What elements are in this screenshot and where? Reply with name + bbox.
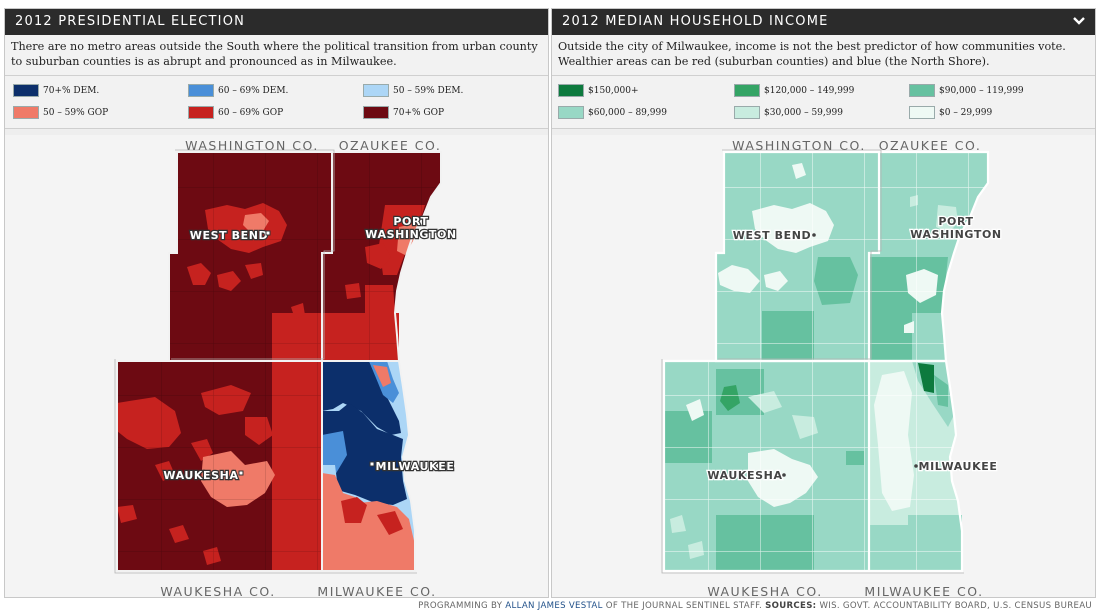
income-description: Outside the city of Milwaukee, income is… [552,35,1095,76]
waukesha-grid [117,361,322,571]
income-map[interactable]: WASHINGTON CO. OZAUKEE CO. WAUKESHA CO. … [552,135,1096,598]
washington-grid [169,152,332,361]
milwaukee-county-label: MILWAUKEE CO. [317,584,436,598]
waukesha-marker [238,470,244,476]
waukesha-county-label: WAUKESHA CO. [160,584,275,598]
legend-swatch [363,106,389,119]
legend-swatch [188,84,214,97]
legend-item: $120,000 – 149,999 [734,84,854,99]
income-legend: $150,000+ $120,000 – 149,999 $90,000 – 1… [552,76,1095,129]
author-link[interactable]: ALLAN JAMES VESTAL [505,601,603,611]
legend-item: $60,000 – 89,999 [558,106,667,121]
washington-county-label: WASHINGTON CO. [732,138,866,153]
county-border-outline [661,149,964,574]
election-panel-title: 2012 PRESIDENTIAL ELECTION [5,9,548,35]
legend-item: 60 – 69% GOP [188,106,283,121]
county-borders [116,151,442,572]
legend-item: 70+% DEM. [13,84,99,99]
milwaukee-county-label: MILWAUKEE CO. [864,584,983,598]
west-bend-marker [265,230,271,236]
washington-city-label: WASHINGTON [365,228,456,241]
washington-grid [716,152,879,361]
legend-swatch [909,84,935,97]
milwaukee-city-label: MILWAUKEE [919,460,998,473]
income-map-panel: 2012 MEDIAN HOUSEHOLD INCOME Outside the… [551,8,1096,598]
legend-swatch [363,84,389,97]
waukesha-city-label: WAUKESHA [707,469,782,482]
milwaukee-marker [369,461,375,467]
legend-item: $150,000+ [558,84,638,99]
west-bend-marker [812,233,816,237]
legend-item: 70+% GOP [363,106,444,121]
washington-city-label: WASHINGTON [910,228,1001,241]
election-map-panel: 2012 PRESIDENTIAL ELECTION There are no … [4,8,549,598]
washington-county-label: WASHINGTON CO. [185,138,319,153]
election-description: There are no metro areas outside the Sou… [5,35,548,76]
legend-item: $90,000 – 119,999 [909,84,1024,99]
election-legend: 70+% DEM. 60 – 69% DEM. 50 – 59% DEM. 50… [5,76,548,129]
west-bend-label: WEST BEND [190,229,269,242]
legend-item: 60 – 69% DEM. [188,84,288,99]
chevron-down-icon[interactable] [1073,9,1085,35]
income-panel-title: 2012 MEDIAN HOUSEHOLD INCOME [562,14,829,29]
waukesha-grid [664,361,869,571]
legend-swatch [13,84,39,97]
legend-swatch [909,106,935,119]
legend-item: 50 – 59% GOP [13,106,108,121]
income-map-svg[interactable]: WASHINGTON CO. OZAUKEE CO. WAUKESHA CO. … [552,135,1096,598]
milwaukee-marker [914,464,918,468]
legend-swatch [558,106,584,119]
legend-item: $30,000 – 59,999 [734,106,843,121]
west-bend-label: WEST BEND [733,229,812,242]
waukesha-city-label: WAUKESHA [163,469,238,482]
ozaukee-grid [322,152,441,361]
legend-item: 50 – 59% DEM. [363,84,463,99]
waukesha-county-label: WAUKESHA CO. [707,584,822,598]
election-map-svg[interactable]: WASHINGTON CO. OZAUKEE CO. WAUKESHA CO. … [5,135,549,598]
ozaukee-county-label: OZAUKEE CO. [339,138,442,153]
milwaukee-city-label: MILWAUKEE [376,460,455,473]
port-label: PORT [938,215,973,228]
county-border-outline [114,149,417,574]
ozaukee-grid [869,152,988,361]
milwaukee-county[interactable] [322,361,415,571]
legend-swatch [558,84,584,97]
credit-line: PROGRAMMING BY ALLAN JAMES VESTAL OF THE… [418,601,1092,611]
port-label: PORT [393,215,428,228]
county-borders [662,150,990,573]
election-map[interactable]: WASHINGTON CO. OZAUKEE CO. WAUKESHA CO. … [5,135,549,598]
income-panel-header: 2012 MEDIAN HOUSEHOLD INCOME [552,9,1095,35]
legend-swatch [13,106,39,119]
legend-swatch [734,106,760,119]
legend-swatch [188,106,214,119]
ozaukee-county-label: OZAUKEE CO. [879,138,982,153]
waukesha-marker [782,473,786,477]
legend-swatch [734,84,760,97]
legend-item: $0 – 29,999 [909,106,992,121]
